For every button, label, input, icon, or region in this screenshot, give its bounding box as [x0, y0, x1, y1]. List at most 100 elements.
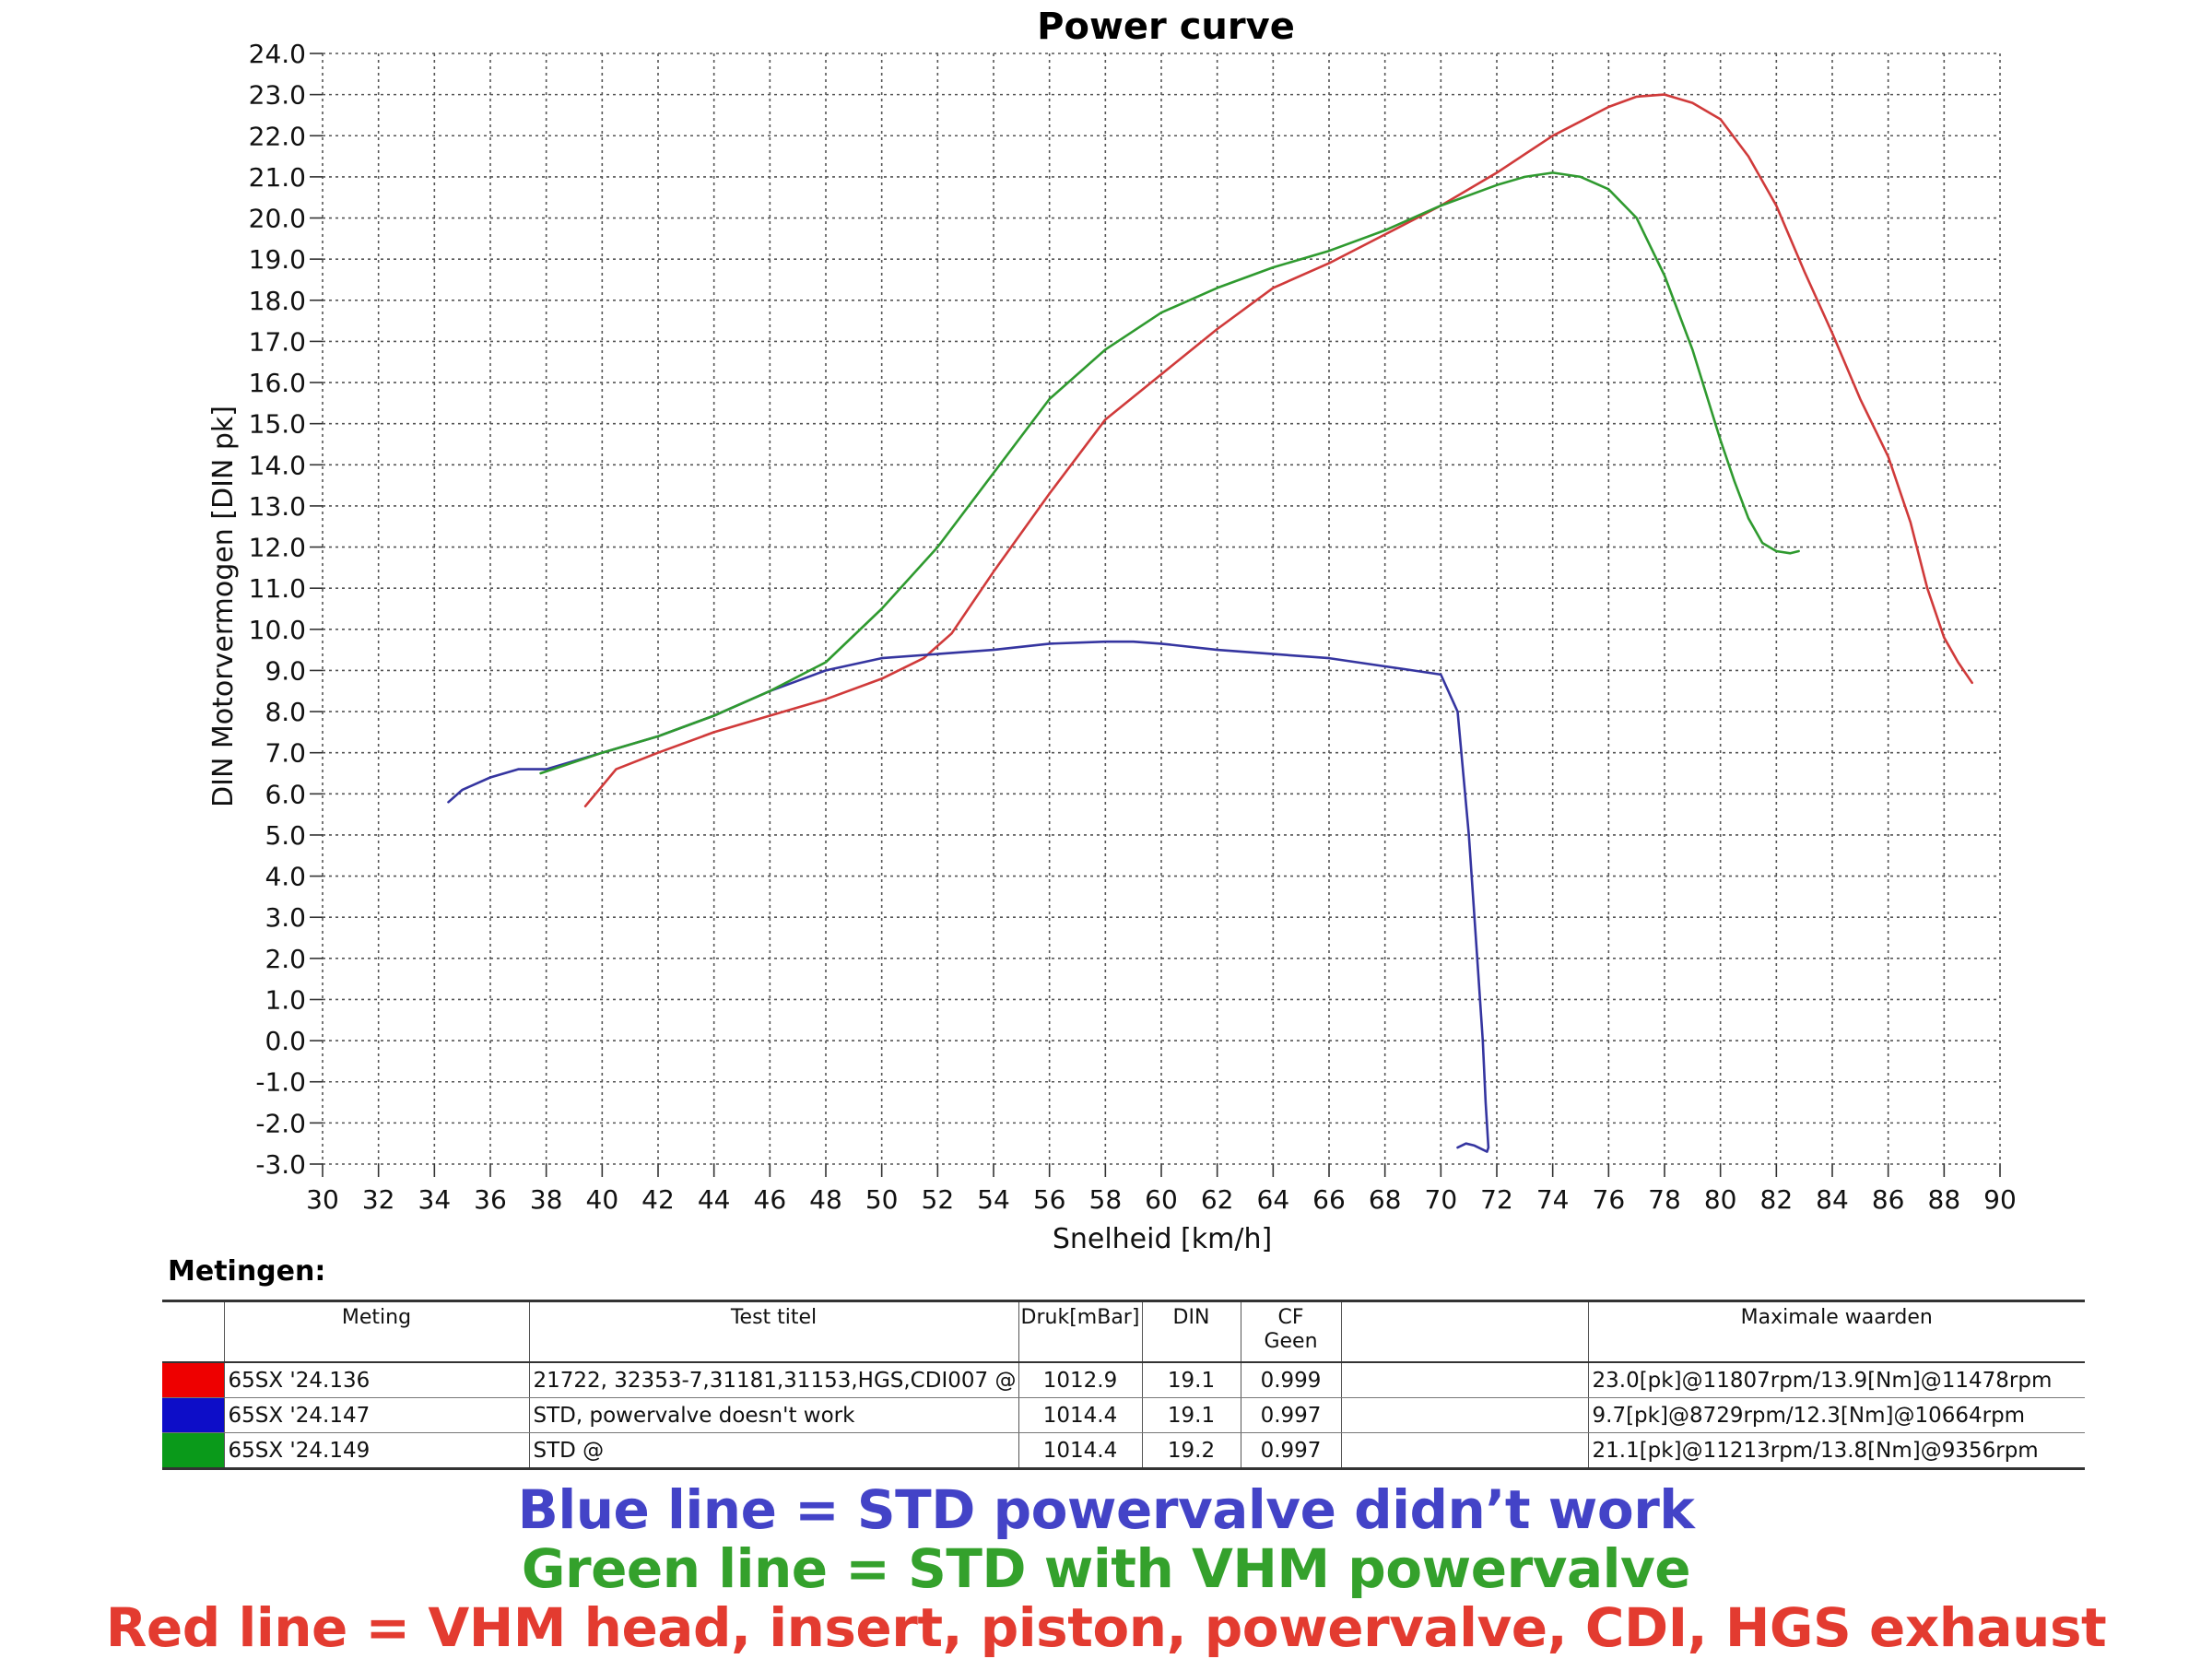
- row-cf-text: 0.999: [1260, 1368, 1322, 1393]
- legend-red-line: Red line = VHM head, insert, piston, pow…: [105, 1596, 2107, 1659]
- row-max-values: 9.7[pk]@8729rpm/12.3[Nm]@10664rpm: [1587, 1397, 2085, 1433]
- power-curve-chart: Power curve 24.0 23.0 22.0 21.0 20.0 19.0 18.0…: [207, 6, 2017, 1253]
- row-druk-text: 1012.9: [1042, 1368, 1118, 1393]
- y-tick-label: 21.0: [249, 162, 306, 193]
- row-max-values-text: 23.0[pk]@11807rpm/13.9[Nm]@11478rpm: [1592, 1368, 2053, 1393]
- y-tick-label: 20.0: [249, 204, 306, 234]
- x-tick-label: 30: [306, 1184, 339, 1215]
- legend-green-line: Green line = STD with VHM powervalve: [521, 1537, 1691, 1600]
- y-axis-label: DIN Motorvermogen [DIN pk]: [207, 406, 240, 807]
- row-color-swatch: [162, 1362, 224, 1398]
- row-color-swatch: [162, 1397, 224, 1433]
- x-tick-label: 88: [1928, 1184, 1961, 1215]
- y-tick-label: 13.0: [249, 491, 306, 522]
- x-tick-label: 76: [1593, 1184, 1626, 1215]
- color-column-header: [162, 1300, 224, 1363]
- y-tick-label: 1.0: [265, 984, 306, 1015]
- row-max-values: 21.1[pk]@11213rpm/13.8[Nm]@9356rpm: [1587, 1432, 2085, 1470]
- x-tick-label: 90: [1983, 1184, 2017, 1215]
- x-tick-label: 66: [1312, 1184, 1346, 1215]
- series-blue-line: [447, 640, 1490, 1153]
- x-tick-label: 46: [754, 1184, 787, 1215]
- x-tick-label: 70: [1425, 1184, 1458, 1215]
- x-tick-label: 82: [1760, 1184, 1794, 1215]
- row-meting-text: 65SX '24.149: [228, 1438, 371, 1463]
- x-tick-label: 80: [1704, 1184, 1737, 1215]
- y-tick-label: 16.0: [249, 368, 306, 398]
- x-tick-label: 68: [1369, 1184, 1402, 1215]
- row-test-titel: STD, powervalve doesn't work: [528, 1397, 1018, 1433]
- row-test-titel-text: STD @: [533, 1438, 605, 1463]
- chart-axes: [310, 53, 2001, 1177]
- x-tick-label: 40: [586, 1184, 619, 1215]
- x-tick-label: 50: [865, 1184, 899, 1215]
- table-row: 65SX '24.136 21722, 32353-7,31181,31153,H…: [162, 1362, 2085, 1398]
- y-tick-label: 3.0: [265, 902, 306, 933]
- y-tick-label: 12.0: [249, 533, 306, 563]
- x-tick-label: 84: [1816, 1184, 1849, 1215]
- chart-title: Power curve: [1037, 6, 1295, 48]
- row-din: 19.2: [1141, 1432, 1241, 1470]
- cf-column-header: CF Geen: [1240, 1300, 1341, 1363]
- x-tick-label: 74: [1536, 1184, 1570, 1215]
- row-meting: 65SX '24.147: [223, 1397, 529, 1433]
- y-tick-label: 4.0: [265, 862, 306, 892]
- row-test-titel: 21722, 32353-7,31181,31153,HGS,CDI007 @: [528, 1362, 1018, 1398]
- x-tick-label: 42: [641, 1184, 675, 1215]
- row-meting-text: 65SX '24.136: [228, 1368, 371, 1393]
- chart-grid: [322, 53, 2001, 1165]
- x-tick-label: 64: [1257, 1184, 1290, 1215]
- row-color-swatch: [162, 1432, 224, 1470]
- row-druk: 1012.9: [1018, 1362, 1142, 1398]
- y-tick-label: 19.0: [249, 244, 306, 275]
- row-max-values-text: 21.1[pk]@11213rpm/13.8[Nm]@9356rpm: [1592, 1438, 2039, 1463]
- row-meting: 65SX '24.149: [223, 1432, 529, 1470]
- y-tick-label: 2.0: [265, 944, 306, 974]
- y-tick-label: 11.0: [249, 573, 306, 604]
- row-druk: 1014.4: [1018, 1432, 1142, 1470]
- x-tick-label: 52: [922, 1184, 955, 1215]
- druk-column-header: Druk[mBar]: [1018, 1300, 1142, 1363]
- y-tick-label: 18.0: [249, 286, 306, 316]
- y-tick-label: 17.0: [249, 326, 306, 357]
- table-row: 65SX '24.149 STD @ 1014.4 19.2 0.997 21.1[pk]…: [162, 1432, 2085, 1470]
- max-values-column-header: Maximale waarden: [1587, 1300, 2085, 1363]
- y-tick-label: -3.0: [255, 1149, 306, 1180]
- row-test-titel-text: STD, powervalve doesn't work: [533, 1403, 855, 1428]
- x-tick-label: 34: [418, 1184, 452, 1215]
- x-tick-label: 54: [977, 1184, 1010, 1215]
- chart-series: [447, 93, 1973, 1153]
- row-din-text: 19.2: [1167, 1438, 1216, 1463]
- row-blank: [1340, 1432, 1588, 1470]
- y-tick-label: 6.0: [265, 779, 306, 809]
- series-color-swatch: [162, 1433, 224, 1466]
- row-blank: [1340, 1397, 1588, 1433]
- row-blank: [1340, 1362, 1588, 1398]
- row-cf: 0.999: [1240, 1362, 1341, 1398]
- row-din: 19.1: [1141, 1362, 1241, 1398]
- series-red-line: [583, 93, 1973, 808]
- measurements-table: Meting Test titel Druk[mBar] DIN CF Geen…: [162, 1300, 2085, 1470]
- row-meting-text: 65SX '24.147: [228, 1403, 371, 1428]
- row-max-values-text: 9.7[pk]@8729rpm/12.3[Nm]@10664rpm: [1592, 1403, 2026, 1428]
- x-tick-label: 58: [1089, 1184, 1123, 1215]
- row-cf-text: 0.997: [1260, 1403, 1322, 1428]
- x-tick-label: 78: [1648, 1184, 1681, 1215]
- x-axis-label: Snelheid [km/h]: [1053, 1223, 1272, 1253]
- y-axis-ticks: 24.0 23.0 22.0 21.0 20.0 19.0 18.0 17.0 16.0 15.0…: [249, 39, 306, 1180]
- y-tick-label: -1.0: [255, 1067, 306, 1098]
- y-tick-label: 24.0: [249, 39, 306, 69]
- row-max-values: 23.0[pk]@11807rpm/13.9[Nm]@11478rpm: [1587, 1362, 2085, 1398]
- y-tick-label: 5.0: [265, 820, 306, 851]
- table-row: 65SX '24.147 STD, powervalve doesn't work…: [162, 1397, 2085, 1433]
- x-tick-label: 72: [1480, 1184, 1513, 1215]
- row-meting: 65SX '24.136: [223, 1362, 529, 1398]
- x-tick-label: 38: [530, 1184, 563, 1215]
- y-tick-label: 23.0: [249, 80, 306, 111]
- row-din-text: 19.1: [1167, 1368, 1216, 1393]
- row-druk-text: 1014.4: [1042, 1403, 1118, 1428]
- x-tick-label: 32: [362, 1184, 395, 1215]
- x-tick-label: 48: [809, 1184, 842, 1215]
- x-tick-label: 36: [474, 1184, 507, 1215]
- y-tick-label: 15.0: [249, 409, 306, 440]
